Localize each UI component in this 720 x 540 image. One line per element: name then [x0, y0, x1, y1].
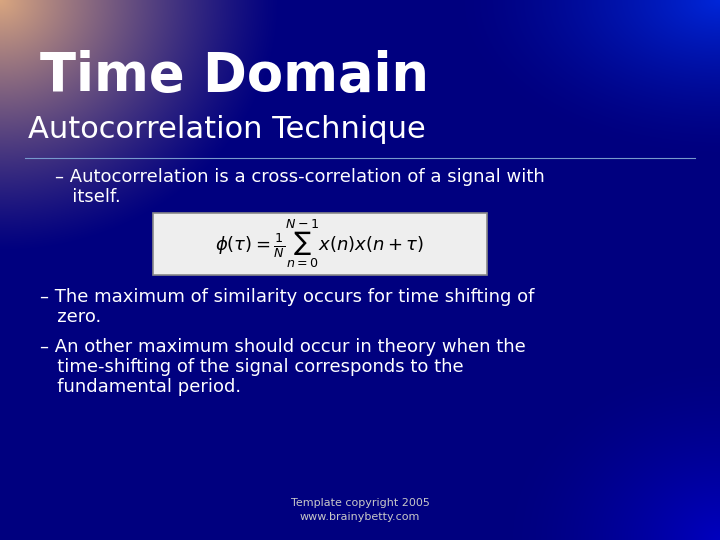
- Text: Time Domain: Time Domain: [40, 50, 429, 102]
- Text: Template copyright 2005: Template copyright 2005: [291, 498, 429, 508]
- Text: itself.: itself.: [55, 188, 121, 206]
- Text: time-shifting of the signal corresponds to the: time-shifting of the signal corresponds …: [40, 358, 464, 376]
- Text: Autocorrelation Technique: Autocorrelation Technique: [28, 115, 426, 144]
- Text: – Autocorrelation is a cross-correlation of a signal with: – Autocorrelation is a cross-correlation…: [55, 168, 545, 186]
- FancyBboxPatch shape: [153, 213, 487, 275]
- Text: – An other maximum should occur in theory when the: – An other maximum should occur in theor…: [40, 338, 526, 356]
- Text: – The maximum of similarity occurs for time shifting of: – The maximum of similarity occurs for t…: [40, 288, 534, 306]
- Text: www.brainybetty.com: www.brainybetty.com: [300, 512, 420, 522]
- Text: zero.: zero.: [40, 308, 102, 326]
- Text: fundamental period.: fundamental period.: [40, 378, 241, 396]
- Text: $\phi(\tau) = \frac{1}{N}\sum_{n=0}^{N-1} x(n)x(n + \tau)$: $\phi(\tau) = \frac{1}{N}\sum_{n=0}^{N-1…: [215, 218, 425, 271]
